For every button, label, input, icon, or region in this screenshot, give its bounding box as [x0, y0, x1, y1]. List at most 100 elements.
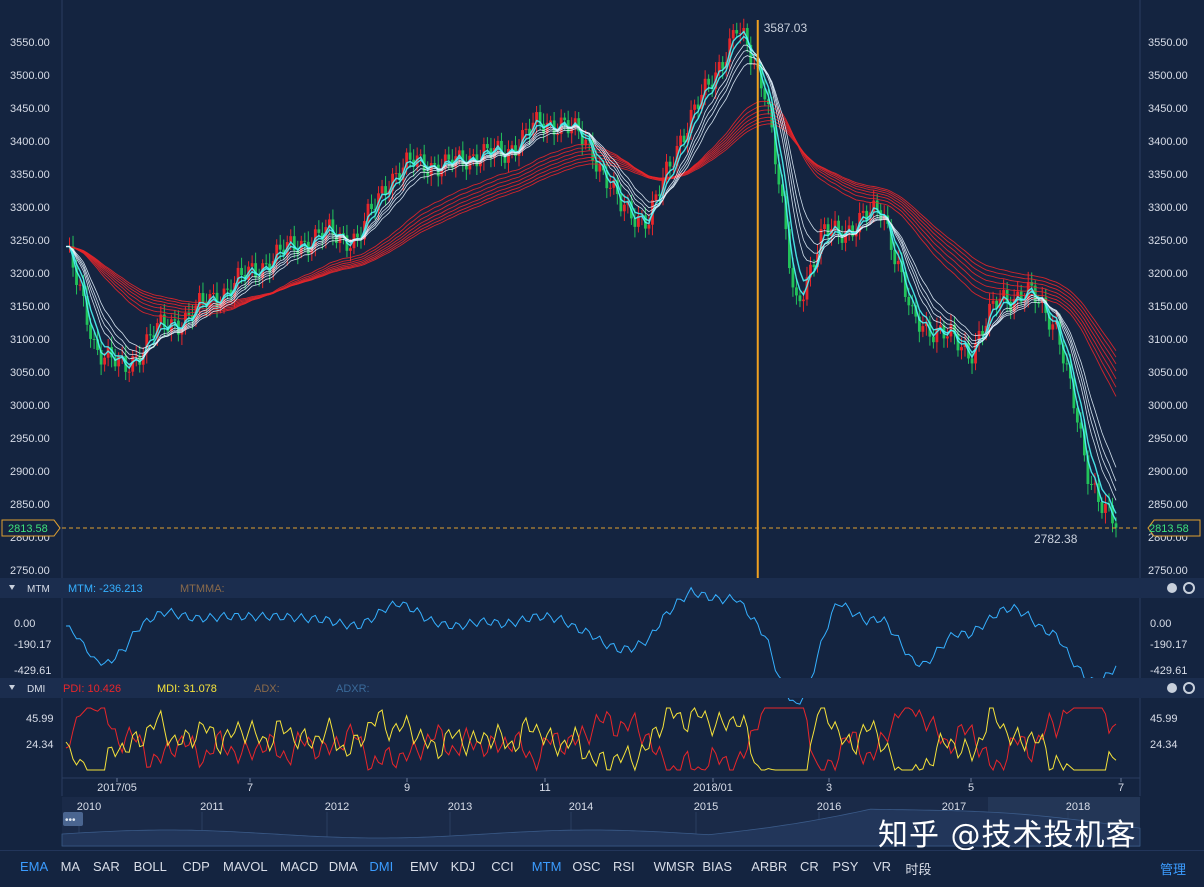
- candle-body: [464, 164, 468, 170]
- ema-slow-line: [66, 116, 1117, 365]
- indicator-sar[interactable]: SAR: [93, 859, 120, 874]
- overview-year-label: 2016: [817, 801, 841, 813]
- indicator-cci[interactable]: CCI: [491, 859, 514, 874]
- adxr-label: ADXR:: [336, 683, 370, 695]
- candle-body: [658, 194, 661, 196]
- overview-area: [61, 808, 1141, 847]
- y-tick-label-left: 3250.00: [10, 235, 50, 247]
- candle-body: [1075, 408, 1079, 423]
- candle-body: [236, 267, 240, 283]
- pdi-line: [65, 707, 1117, 772]
- ema-slow-line: [66, 113, 1117, 372]
- dmi-panel[interactable]: DMI PDI: 10.426 MDI: 31.078 ADX: ADXR: 45.99 4…: [0, 678, 1204, 772]
- candle-body: [278, 244, 282, 250]
- y-tick-label-left: 2950.00: [10, 433, 50, 445]
- mdi-line: [65, 707, 1117, 772]
- candle-body: [331, 219, 335, 235]
- candle-body: [433, 163, 437, 165]
- indicator-cr[interactable]: CR: [800, 859, 819, 874]
- candle-body: [665, 161, 668, 179]
- indicator-dmi[interactable]: DMI: [369, 859, 394, 874]
- mtm-panel[interactable]: MTM MTM: -236.213 MTMMA: 0.00 0.00 -190.17 -19…: [0, 578, 1204, 705]
- indicator-kdj[interactable]: KDJ: [450, 859, 476, 874]
- ema-fast-line: [66, 49, 1117, 491]
- overview-navigator[interactable]: 2010 2011 2012 2013 2014 2015 2016 2017 2018 •••: [61, 797, 1141, 847]
- candle-body: [910, 305, 914, 307]
- candle-body: [974, 343, 977, 364]
- pdi-value: PDI: 10.426: [63, 683, 121, 695]
- candle-body: [1072, 378, 1076, 409]
- watermark: 知乎 @技术投机客: [878, 818, 1137, 853]
- y-tick-label-left: 3150.00: [10, 301, 50, 313]
- ema-fast-line: [65, 35, 1117, 514]
- candle-body: [356, 233, 359, 238]
- indicator-bias[interactable]: BIAS: [702, 859, 733, 874]
- candle-body: [612, 180, 616, 188]
- candle-body: [461, 150, 465, 165]
- candle-body: [250, 263, 254, 267]
- candle-body: [380, 186, 384, 194]
- ema-slow-line: [66, 123, 1117, 352]
- candle-body: [85, 296, 89, 325]
- overview-year-label: 2014: [569, 801, 593, 813]
- indicator-arbr[interactable]: ARBR: [751, 859, 788, 874]
- indicator-boll[interactable]: BOLL: [133, 859, 167, 874]
- indicator-vr[interactable]: VR: [873, 859, 892, 874]
- candle-body: [187, 312, 191, 315]
- indicator-psy[interactable]: PSY: [832, 859, 859, 874]
- indicator-emv[interactable]: EMV: [410, 859, 439, 874]
- dmi-header: [0, 678, 1204, 698]
- mtm-y-tick: 0.00: [14, 618, 35, 630]
- indicator-cdp[interactable]: CDP: [182, 859, 210, 874]
- candle-body: [394, 173, 398, 175]
- candle-body: [907, 296, 911, 306]
- candle-body: [398, 173, 402, 181]
- indicator-rsi[interactable]: RSI: [613, 859, 635, 874]
- main-price-panel[interactable]: 3550.00 3550.00 3500.00 3500.00 3450.00 3450.…: [1, 18, 1201, 578]
- indicator-wmsr[interactable]: WMSR: [653, 859, 695, 874]
- mtm-header: [0, 578, 1204, 598]
- candle-body: [384, 186, 387, 195]
- overview-year-label: 2018: [1066, 801, 1090, 813]
- indicator-mavol[interactable]: MAVOL: [223, 859, 268, 874]
- candle-body: [117, 356, 121, 367]
- candle-body: [1065, 363, 1069, 365]
- close-icon: [1167, 583, 1177, 593]
- high-label: 3587.03: [764, 21, 808, 35]
- y-tick-label-left: 3200.00: [10, 268, 50, 280]
- x-tick-label: 7: [1118, 782, 1124, 794]
- candle-body: [370, 203, 373, 209]
- manage-button[interactable]: 管理: [1159, 862, 1186, 877]
- indicator-osc[interactable]: OSC: [572, 859, 601, 874]
- y-tick-label-right: 3550.00: [1148, 37, 1188, 49]
- candle-body: [809, 264, 812, 278]
- candle-body: [226, 288, 229, 290]
- candle-body: [970, 358, 974, 364]
- candle-body: [619, 194, 623, 212]
- candle-body: [162, 314, 166, 328]
- indicator-ma[interactable]: MA: [60, 859, 81, 874]
- mtm-y-tick: -190.17: [1150, 639, 1187, 651]
- indicator-时段[interactable]: 时段: [905, 862, 932, 877]
- candle-body: [148, 334, 152, 336]
- candle-body: [78, 284, 82, 286]
- candle-body: [457, 150, 461, 157]
- candle-body: [1030, 282, 1034, 286]
- candle-body: [833, 220, 837, 229]
- candle-body: [201, 293, 205, 303]
- indicator-ema[interactable]: EMA: [20, 859, 49, 874]
- candle-body: [977, 331, 981, 344]
- candle-body: [637, 215, 640, 227]
- y-tick-label-left: 3500.00: [10, 70, 50, 82]
- candle-body: [275, 244, 279, 262]
- y-tick-label-right: 3050.00: [1148, 367, 1188, 379]
- close-icon: [1167, 683, 1177, 693]
- indicator-macd[interactable]: MACD: [280, 859, 319, 874]
- candle-body: [327, 219, 331, 228]
- indicator-mtm[interactable]: MTM: [531, 859, 562, 874]
- indicator-dma[interactable]: DMA: [328, 859, 358, 874]
- candle-body: [92, 338, 96, 340]
- candle-body: [257, 277, 261, 279]
- candle-body: [805, 277, 809, 300]
- mdi-value: MDI: 31.078: [157, 683, 217, 695]
